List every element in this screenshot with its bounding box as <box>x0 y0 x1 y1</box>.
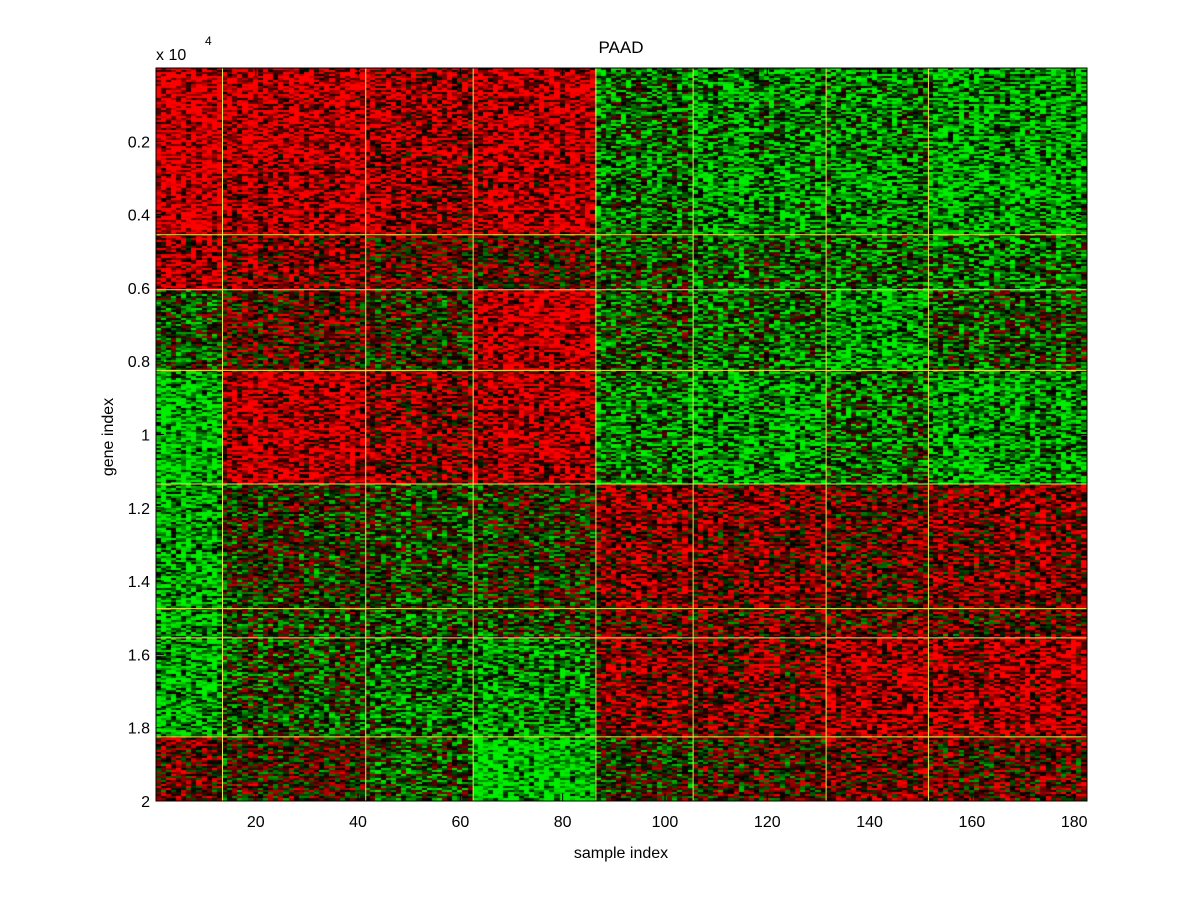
x-tick-label: 160 <box>959 814 986 831</box>
y-tick-label: 0.8 <box>128 354 150 371</box>
x-tick-label: 40 <box>349 814 367 831</box>
chart-title: PAAD <box>598 38 643 57</box>
y-tick-label: 0.6 <box>128 281 150 298</box>
y-tick-label: 1.2 <box>128 501 150 518</box>
x-tick-label: 20 <box>247 814 265 831</box>
x-tick-label: 120 <box>754 814 781 831</box>
x-axis-label: sample index <box>574 845 668 862</box>
y-tick-label: 1 <box>141 427 150 444</box>
x-tick-label: 80 <box>554 814 572 831</box>
axes-frame <box>156 68 1087 801</box>
y-scale-label: x 10 <box>156 47 186 64</box>
y-tick-label: 0.2 <box>128 134 150 151</box>
y-tick-label: 2 <box>141 794 150 811</box>
y-tick-label: 1.8 <box>128 721 150 738</box>
cluster-separators <box>156 68 1087 801</box>
y-scale-exponent: 4 <box>205 34 212 48</box>
x-axis-ticks: 20 40 60 80 100 120 140 160 180 <box>247 68 1088 831</box>
x-tick-label: 60 <box>451 814 469 831</box>
axes: 20 40 60 80 100 120 140 160 180 0.2 0.4 0.6 0.8 1 1.2… <box>0 0 1200 900</box>
x-tick-label: 100 <box>652 814 679 831</box>
x-tick-label: 180 <box>1061 814 1088 831</box>
y-tick-label: 1.4 <box>128 574 150 591</box>
y-axis-label: gene index <box>100 398 117 476</box>
figure: 20 40 60 80 100 120 140 160 180 0.2 0.4 0.6 0.8 1 1.2… <box>0 0 1200 900</box>
x-tick-label: 140 <box>856 814 883 831</box>
y-tick-label: 0.4 <box>128 208 150 225</box>
y-axis-ticks: 0.2 0.4 0.6 0.8 1 1.2 1.4 1.6 1.8 2 <box>128 134 1087 811</box>
y-tick-label: 1.6 <box>128 647 150 664</box>
